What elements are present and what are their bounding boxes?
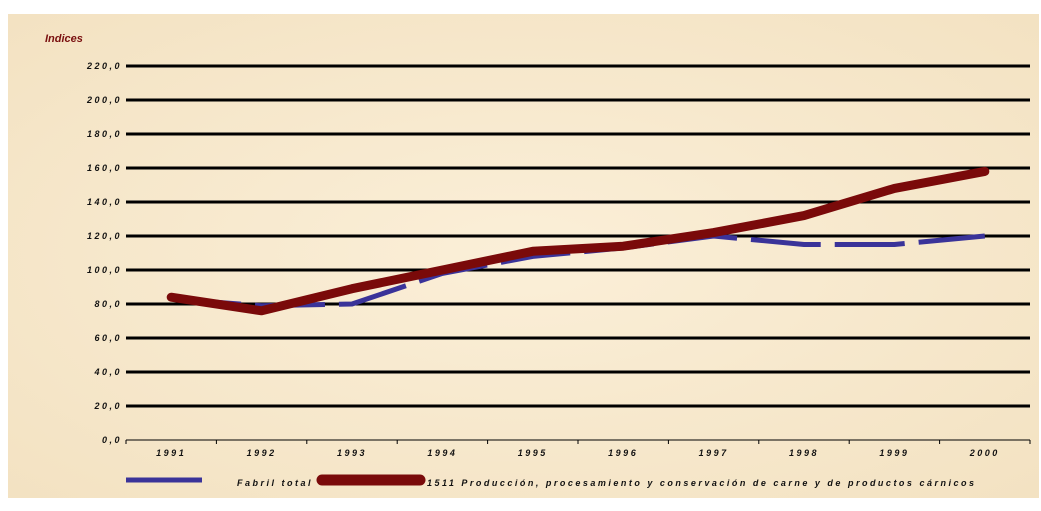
x-tick-label: 1991: [156, 448, 186, 458]
y-tick-label: 220,0: [86, 61, 122, 71]
y-tick-label: 140,0: [87, 197, 122, 207]
x-tick-label: 1994: [427, 448, 457, 458]
x-tick-label: 1996: [608, 448, 638, 458]
y-tick-label: 180,0: [87, 129, 122, 139]
y-tick-label: 120,0: [87, 231, 122, 241]
legend-label-fabril: Fabril total: [237, 478, 313, 488]
y-tick-label: 20,0: [93, 401, 122, 411]
x-tick-label: 1995: [518, 448, 548, 458]
y-tick-label: 60,0: [94, 333, 122, 343]
y-tick-label: 160,0: [87, 163, 122, 173]
x-tick-label: 1997: [699, 448, 729, 458]
x-tick-label: 1992: [247, 448, 277, 458]
legend-label-carne: 1511 Producción, procesamiento y conserv…: [427, 478, 976, 488]
x-tick-label: 1998: [789, 448, 819, 458]
x-tick-label: 1993: [337, 448, 367, 458]
y-tick-label: 0,0: [102, 435, 122, 445]
y-tick-label: 200,0: [86, 95, 122, 105]
x-tick-label: 1999: [879, 448, 909, 458]
x-tick-label: 2000: [969, 448, 1000, 458]
y-tick-label: 40,0: [93, 367, 122, 377]
legend: Fabril total 1511 Producción, procesamie…: [126, 478, 976, 488]
y-axis-label: Indices: [45, 33, 83, 45]
y-tick-label: 80,0: [94, 299, 122, 309]
y-tick-label: 100,0: [87, 265, 122, 275]
